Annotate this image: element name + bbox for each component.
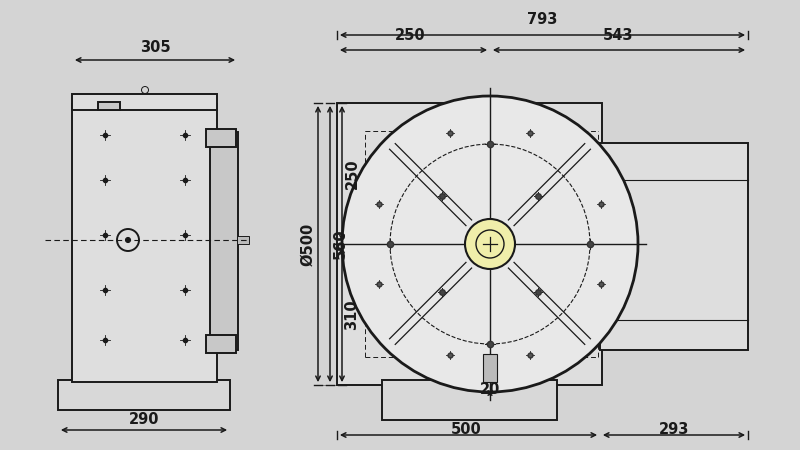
Text: 293: 293 [659, 423, 689, 437]
Text: 793: 793 [527, 13, 557, 27]
Text: 560: 560 [333, 229, 347, 259]
Text: 305: 305 [140, 40, 170, 55]
Text: 250: 250 [394, 28, 426, 44]
Text: 500: 500 [450, 423, 482, 437]
Circle shape [476, 230, 504, 258]
Bar [382, 380, 557, 420]
Text: 20: 20 [480, 382, 500, 397]
Bar [98, 102, 120, 110]
Circle shape [126, 238, 130, 243]
Bar [58, 380, 230, 410]
Bar [590, 178, 602, 322]
Text: 310: 310 [345, 299, 359, 330]
Text: Ø500: Ø500 [301, 222, 315, 266]
Circle shape [342, 96, 638, 392]
Text: 250: 250 [345, 158, 359, 189]
Bar [600, 143, 748, 350]
Bar [483, 354, 497, 382]
Bar [72, 94, 217, 110]
Bar [237, 236, 249, 244]
Bar [210, 132, 238, 350]
Text: 290: 290 [129, 413, 159, 428]
Bar [206, 129, 236, 147]
Text: 543: 543 [602, 28, 634, 44]
Bar [72, 104, 217, 382]
Circle shape [465, 219, 515, 269]
Bar [206, 335, 236, 353]
Bar [337, 103, 602, 385]
